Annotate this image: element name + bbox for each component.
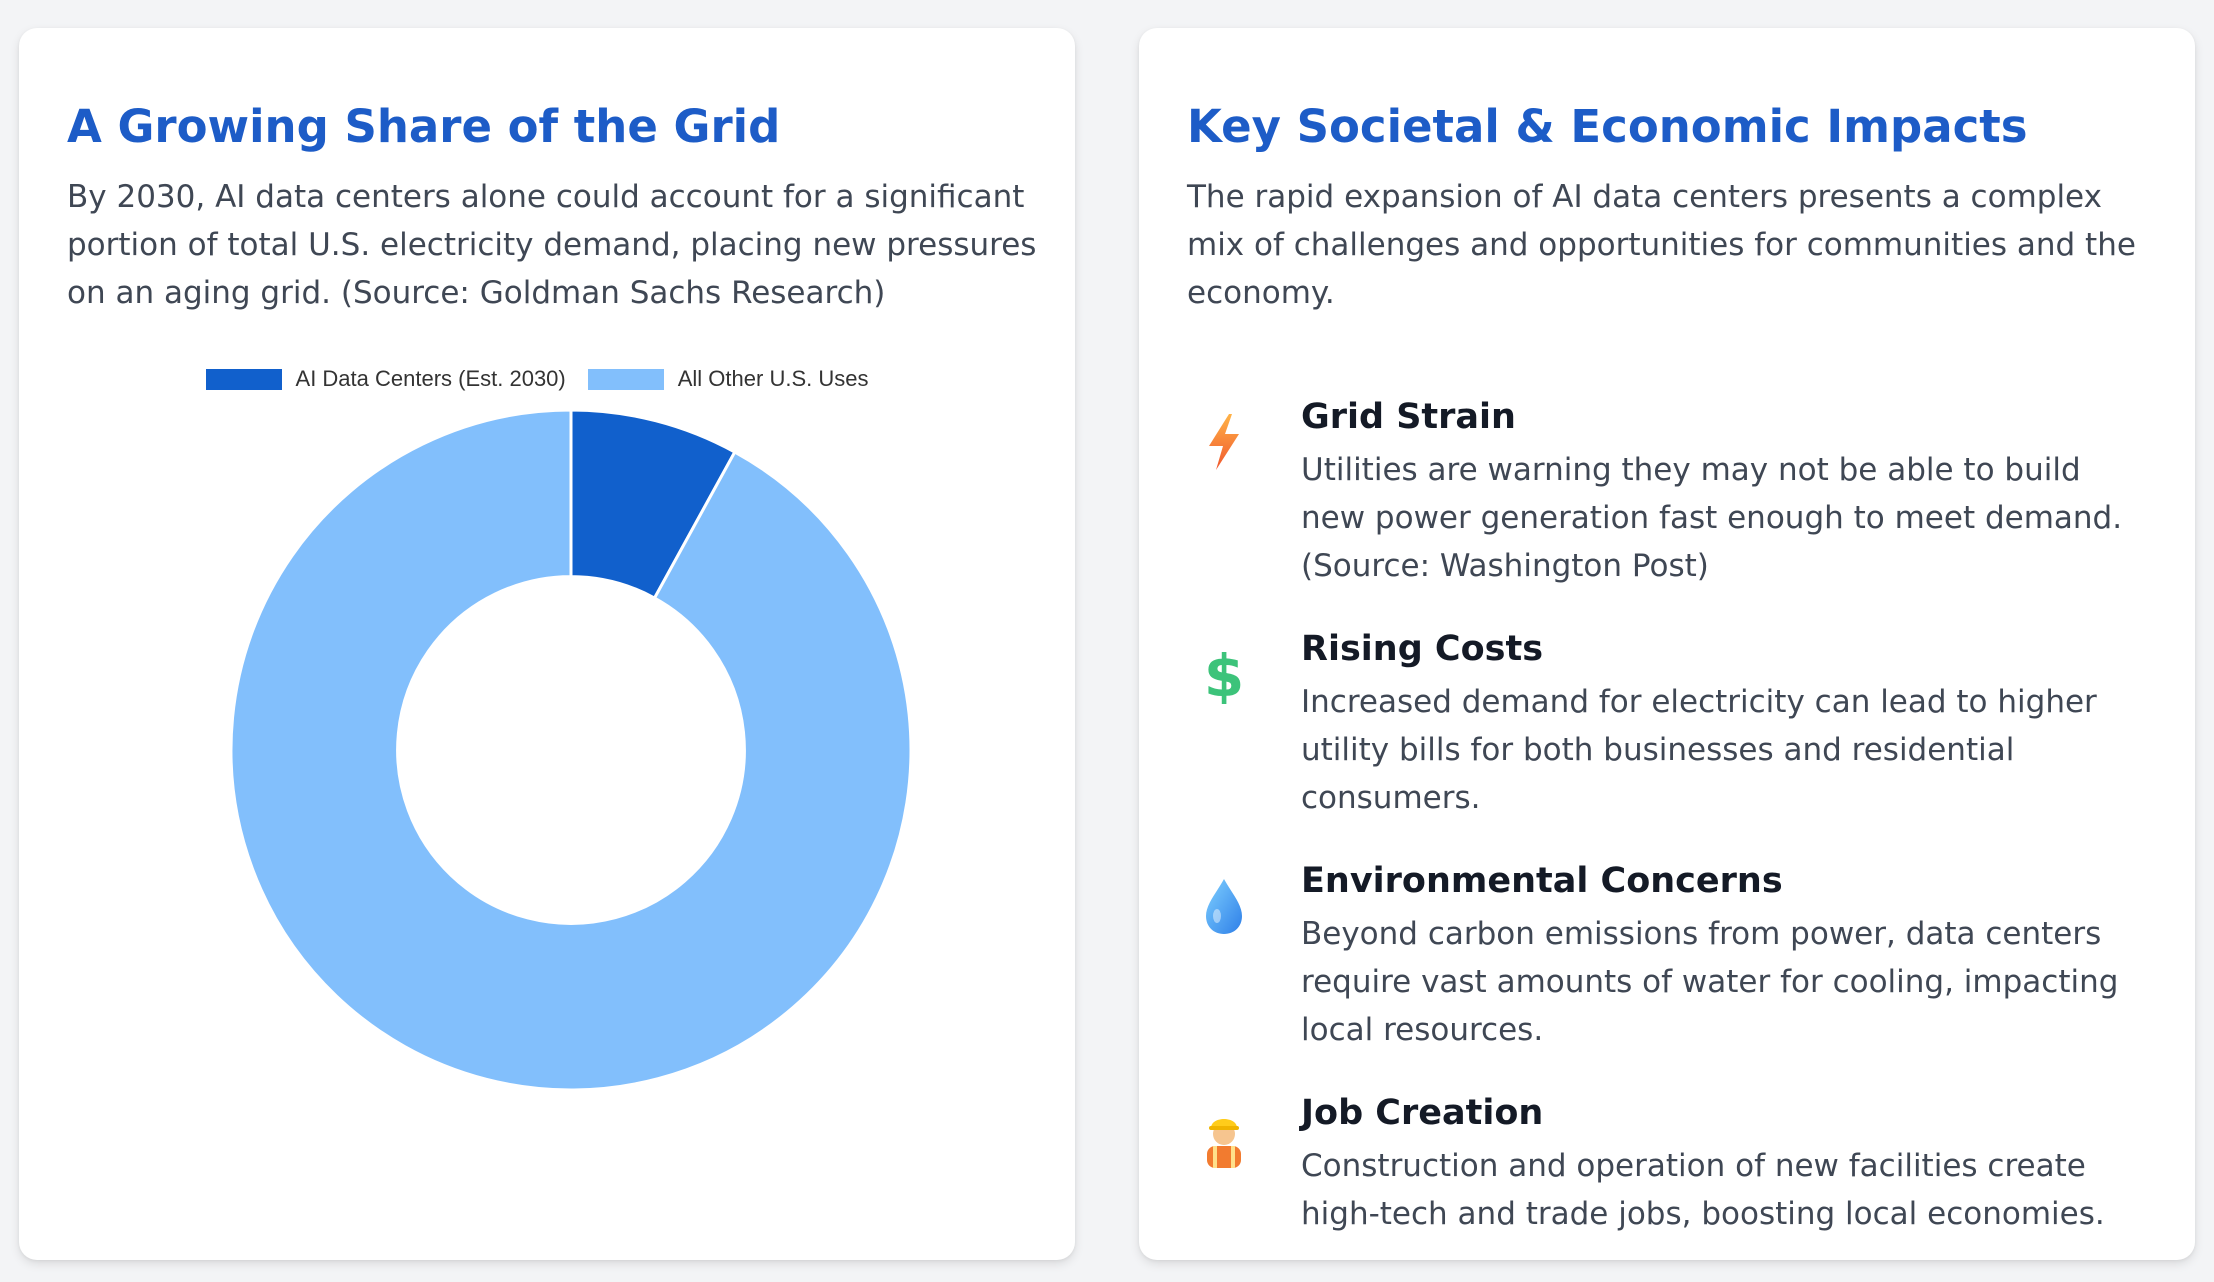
legend-item-other-uses[interactable]: All Other U.S. Uses <box>587 366 869 392</box>
impact-title-environmental-concerns: Environmental Concerns <box>1301 861 1783 901</box>
grid-share-card: A Growing Share of the Grid By 2030, AI … <box>19 28 1075 1260</box>
lightning-icon <box>1209 414 1239 470</box>
dollar-icon: $ <box>1204 644 1244 704</box>
grid-share-description: By 2030, AI data centers alone could acc… <box>67 179 1037 311</box>
legend-swatch-ai-data-centers <box>205 368 282 390</box>
impact-title-grid-strain: Grid Strain <box>1301 397 1516 437</box>
grid-share-title: A Growing Share of the Grid <box>67 100 781 153</box>
impact-title-rising-costs: Rising Costs <box>1301 629 1544 669</box>
impact-body-job-creation: Construction and operation of new facili… <box>1301 1148 2105 1232</box>
impact-title-job-creation: Job Creation <box>1301 1093 1544 1133</box>
impact-body-environmental-concerns: Beyond carbon emissions from power, data… <box>1301 916 2119 1048</box>
water-drop-icon <box>1206 879 1242 934</box>
electricity-demand-donut-chart <box>229 408 913 1092</box>
construction-worker-icon <box>1207 1119 1241 1168</box>
impacts-description: The rapid expansion of AI data centers p… <box>1187 179 2136 311</box>
svg-text:$: $ <box>1204 644 1244 704</box>
impacts-card: Key Societal & Economic Impacts The rapi… <box>1139 28 2195 1260</box>
legend-swatch-other-uses <box>587 368 664 390</box>
impacts-title: Key Societal & Economic Impacts <box>1187 100 2028 153</box>
impact-body-rising-costs: Increased demand for electricity can lea… <box>1301 684 2097 816</box>
impact-body-grid-strain: Utilities are warning they may not be ab… <box>1301 452 2123 584</box>
legend-item-ai-data-centers[interactable]: AI Data Centers (Est. 2030) <box>205 366 566 392</box>
chart-legend: AI Data Centers (Est. 2030) All Other U.… <box>19 366 1075 392</box>
legend-label-ai-data-centers: AI Data Centers (Est. 2030) <box>295 366 566 391</box>
legend-label-other-uses: All Other U.S. Uses <box>677 366 869 391</box>
donut-slice-other-uses[interactable] <box>229 408 913 1092</box>
